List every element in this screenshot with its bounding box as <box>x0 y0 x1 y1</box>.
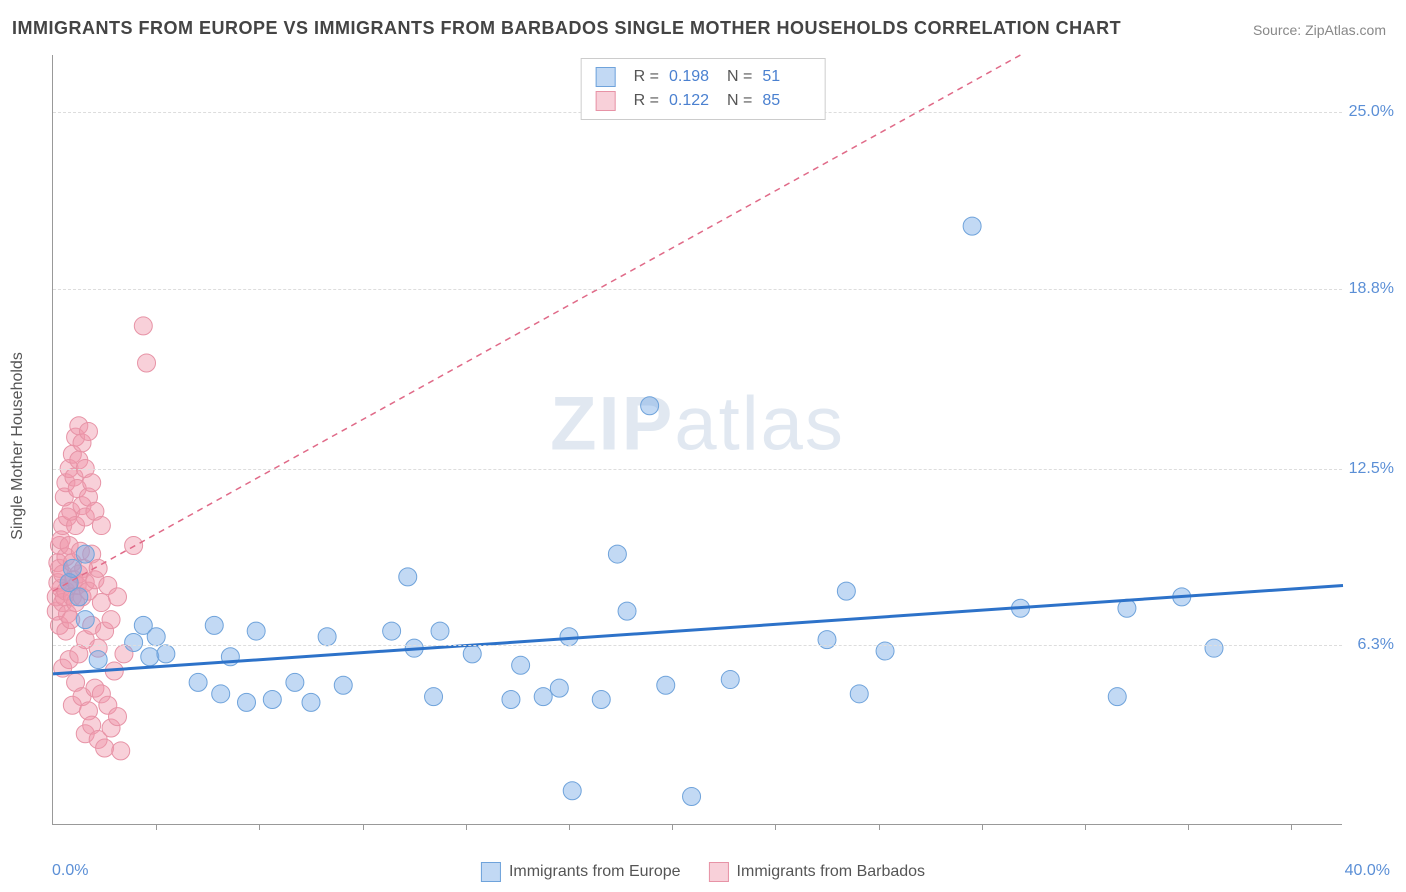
chart-container: IMMIGRANTS FROM EUROPE VS IMMIGRANTS FRO… <box>0 0 1406 892</box>
stats-row-barbados: R = 0.122 N = 85 <box>596 89 811 113</box>
y-tick-label: 18.8% <box>1349 280 1394 298</box>
bottom-legend: Immigrants from Europe Immigrants from B… <box>481 862 925 882</box>
legend-swatch-europe <box>481 862 501 882</box>
y-axis-label: Single Mother Households <box>9 352 27 540</box>
y-tick-label: 25.0% <box>1349 103 1394 121</box>
plot-svg <box>53 55 1342 824</box>
legend-label-europe: Immigrants from Europe <box>509 863 681 881</box>
source-attribution: Source: ZipAtlas.com <box>1253 22 1386 38</box>
plot-area: ZIPatlas <box>52 55 1342 825</box>
legend-europe: Immigrants from Europe <box>481 862 681 882</box>
swatch-europe <box>596 67 616 87</box>
x-tick-max: 40.0% <box>1345 862 1390 880</box>
legend-label-barbados: Immigrants from Barbados <box>737 863 926 881</box>
chart-title: IMMIGRANTS FROM EUROPE VS IMMIGRANTS FRO… <box>12 18 1121 39</box>
correlation-stats-box: R = 0.198 N = 51 R = 0.122 N = 85 <box>581 58 826 120</box>
legend-swatch-barbados <box>709 862 729 882</box>
x-tick-min: 0.0% <box>52 862 88 880</box>
y-tick-label: 6.3% <box>1358 636 1394 654</box>
swatch-barbados <box>596 91 616 111</box>
stats-row-europe: R = 0.198 N = 51 <box>596 65 811 89</box>
y-tick-label: 12.5% <box>1349 460 1394 478</box>
legend-barbados: Immigrants from Barbados <box>709 862 926 882</box>
